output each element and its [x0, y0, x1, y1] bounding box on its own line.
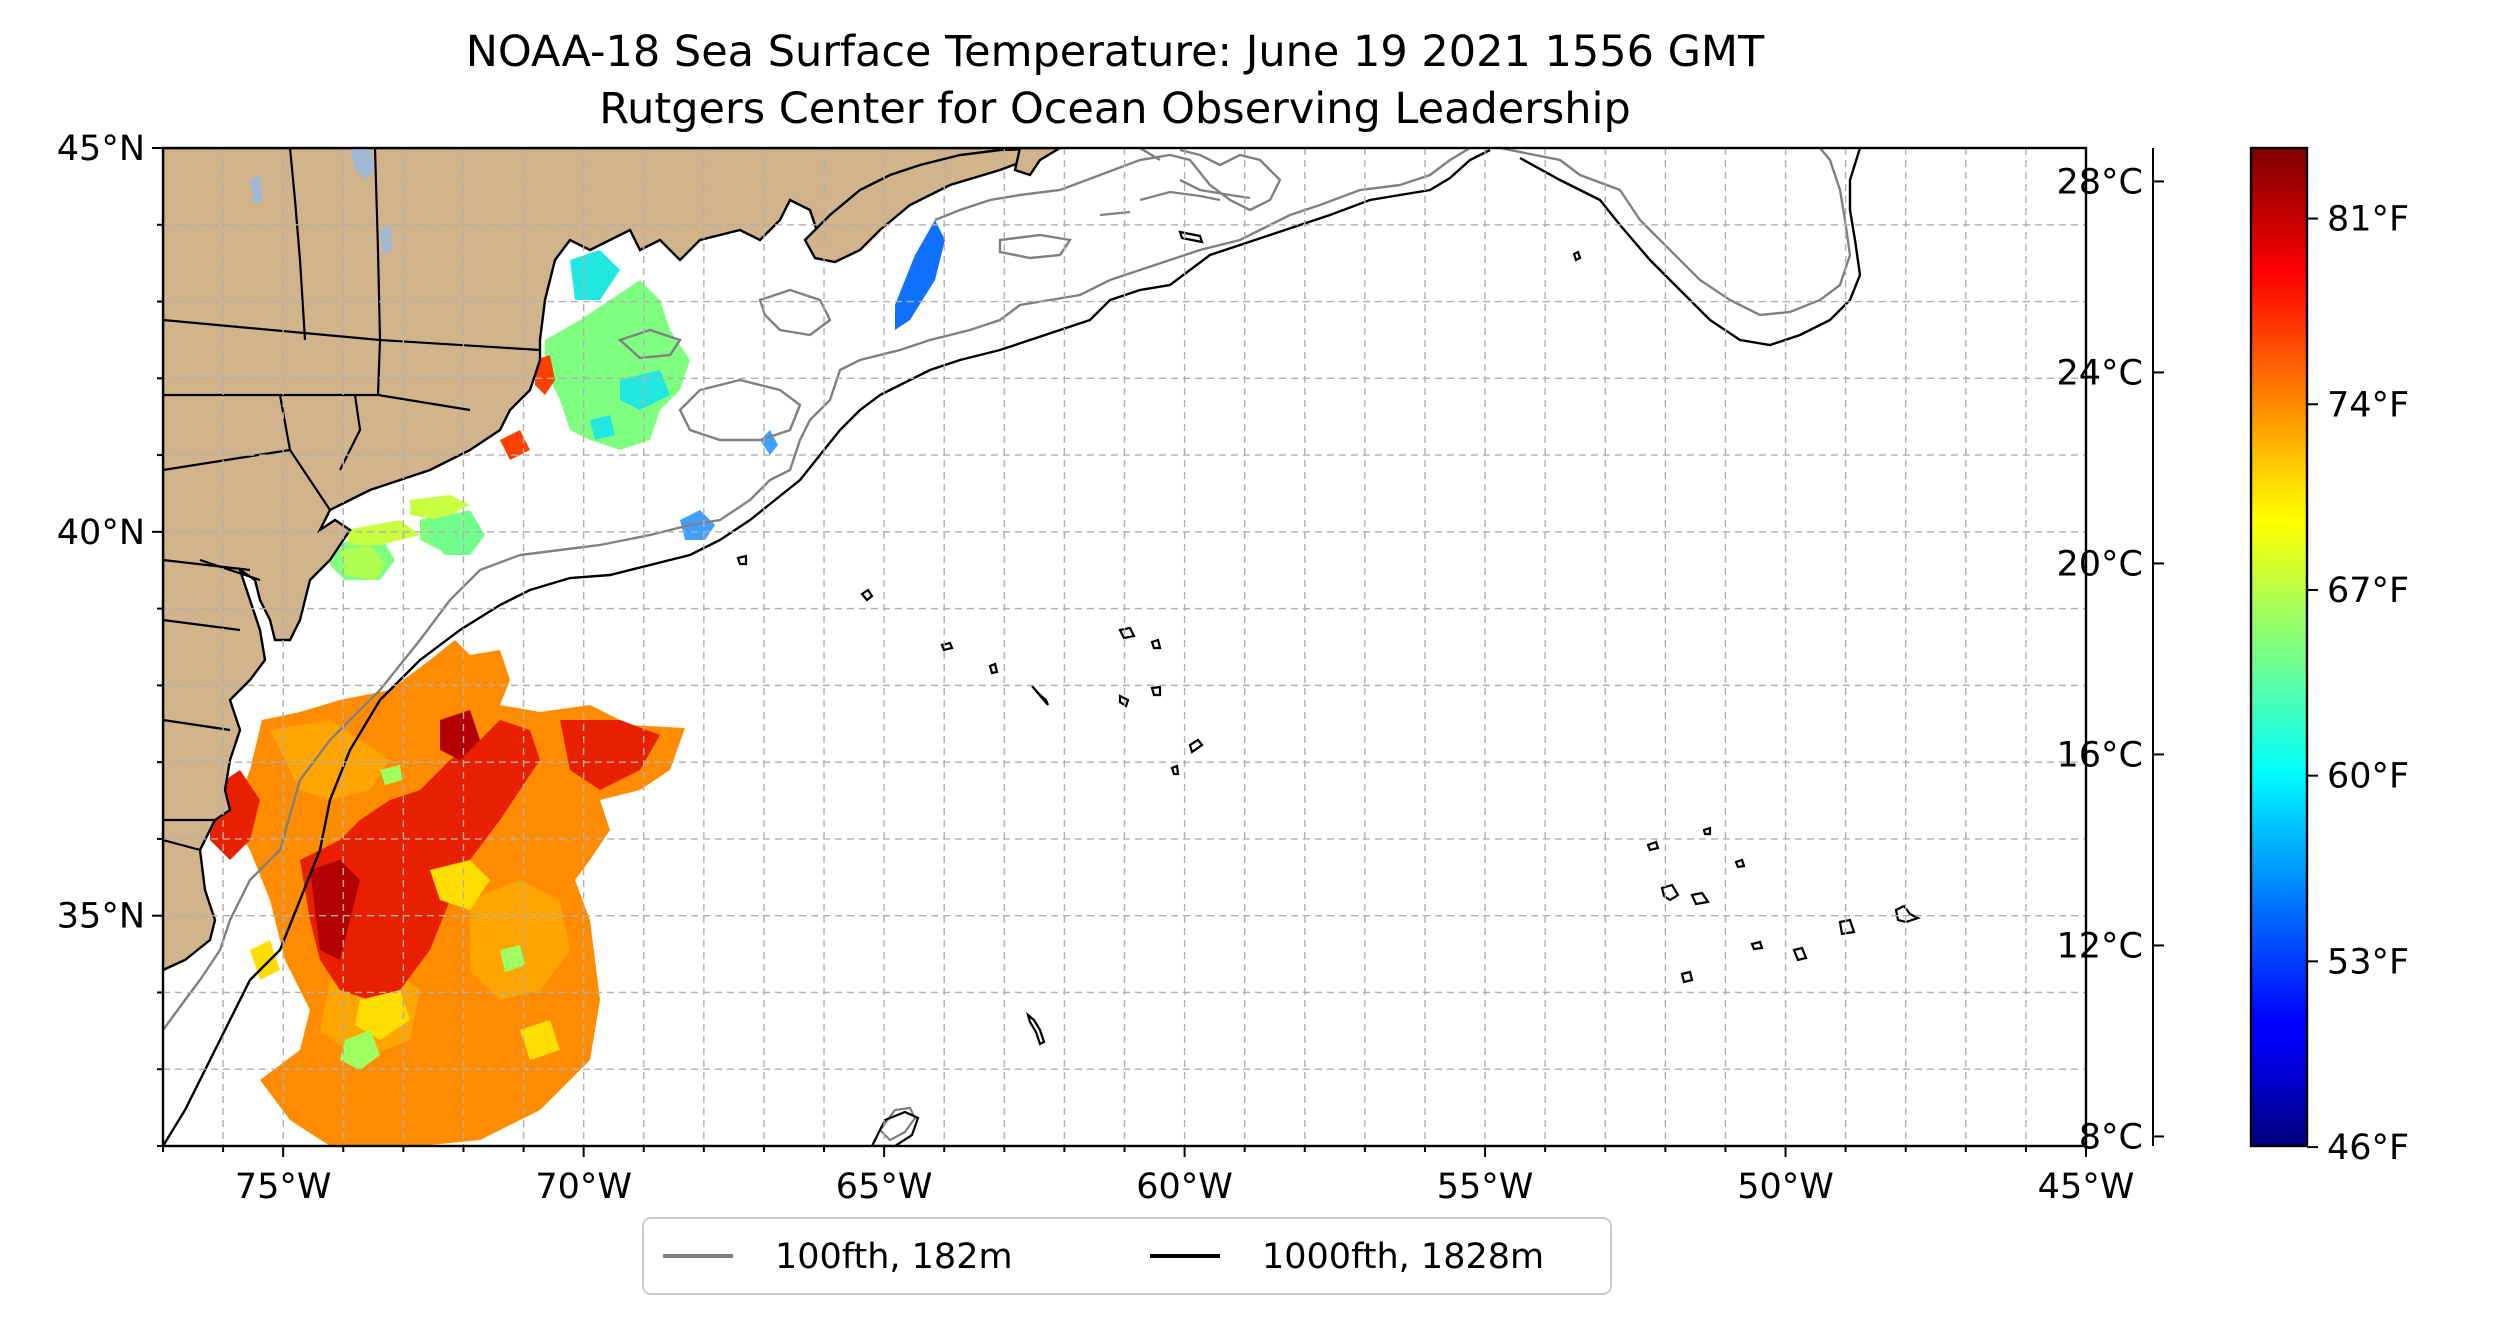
- isobath-100fth: [163, 148, 1852, 1031]
- seamount: [860, 588, 874, 602]
- sst-patch-georges-bank: [680, 430, 778, 540]
- state-borders: [163, 148, 541, 852]
- seamount: [1150, 685, 1162, 697]
- lon-tick-label: 55°W: [1437, 1167, 1534, 1207]
- fahrenheit-tick-label: 81°F: [2327, 200, 2409, 240]
- seamount: [1118, 626, 1136, 640]
- sst-patch-cape-cod: [500, 355, 555, 460]
- seamount: [1025, 1011, 1046, 1046]
- fahrenheit-tick-label: 60°F: [2327, 757, 2409, 797]
- seamount: [940, 641, 954, 652]
- north-america-land: [163, 148, 1051, 972]
- seamount: [1690, 891, 1710, 906]
- seamount: [1150, 638, 1162, 650]
- colorbar-fahrenheit-ticks: 81°F 74°F 67°F 60°F 53°F 46°F: [2307, 200, 2409, 1168]
- lon-tick-label: 45°W: [2038, 1167, 2135, 1207]
- sst-patch-southern-green: [340, 765, 525, 1070]
- fahrenheit-tick-label: 46°F: [2327, 1128, 2409, 1168]
- seamount: [1894, 904, 1921, 924]
- map-title: NOAA-18 Sea Surface Temperature: June 19…: [466, 27, 1765, 77]
- seamount: [870, 1110, 920, 1146]
- celsius-tick-label: 8°C: [2079, 1117, 2143, 1157]
- lat-tick-label: 45°N: [57, 129, 145, 169]
- fahrenheit-tick-label: 67°F: [2327, 571, 2409, 611]
- map-gridlines: [163, 148, 2086, 1146]
- lat-tick-label: 35°N: [57, 897, 145, 937]
- celsius-tick-label: 12°C: [2057, 926, 2143, 966]
- isobath-100fth-scotian: [934, 148, 1282, 260]
- lon-tick-label: 60°W: [1136, 1167, 1233, 1207]
- longitude-axis: 75°W 70°W 65°W 60°W 55°W 50°W 45°W: [162, 1146, 2135, 1207]
- seamount: [1792, 946, 1808, 962]
- legend-label-100fth: 100fth, 182m: [775, 1237, 1013, 1277]
- newfoundland-land: [1013, 148, 1063, 177]
- seamount-shallow: [878, 1106, 917, 1142]
- seamount: [1178, 230, 1204, 244]
- sst-patch-southern-dark: [310, 710, 480, 960]
- celsius-tick-label: 20°C: [2057, 544, 2143, 584]
- seamount: [1734, 858, 1746, 869]
- seamount: [1660, 883, 1680, 902]
- seamount: [988, 662, 999, 675]
- land-layer: [163, 148, 1063, 972]
- seamount: [1702, 826, 1712, 836]
- sst-patch-gulf-of-maine: [545, 280, 690, 450]
- seamount: [1572, 250, 1582, 262]
- seamount: [1170, 764, 1180, 776]
- lon-tick-label: 65°W: [836, 1167, 933, 1207]
- seamounts: [736, 190, 1921, 1146]
- colorbar-frame: [2249, 146, 2309, 1148]
- sst-data-layer: [163, 195, 945, 1146]
- seamount: [1188, 738, 1204, 754]
- sst-patch-southern-yellow: [250, 860, 560, 1060]
- seamount: [1118, 694, 1130, 708]
- seamount: [1750, 940, 1764, 951]
- isobath-1000fth: [163, 148, 1862, 1146]
- lat-tick-label: 40°N: [57, 513, 145, 553]
- colorbar-gradient: [2251, 148, 2307, 1146]
- legend-frame: [642, 1217, 1612, 1295]
- seamount: [1680, 970, 1694, 984]
- sst-patch-gulf-of-maine-cyan: [570, 250, 670, 440]
- colorbar-celsius-ticks: 28°C 24°C 20°C 16°C 12°C 8°C: [2057, 148, 2164, 1157]
- colorbar: 28°C 24°C 20°C 16°C 12°C 8°C 81°F 74°F 67°F 60°F…: [2057, 146, 2409, 1168]
- lon-tick-label: 75°W: [235, 1167, 332, 1207]
- fahrenheit-tick-label: 74°F: [2327, 385, 2409, 425]
- map-panel: [163, 148, 2086, 1146]
- latitude-axis: 45°N 40°N 35°N: [57, 129, 163, 1147]
- sst-patch-long-island: [345, 495, 470, 545]
- sst-patch-new-jersey: [340, 545, 385, 580]
- celsius-tick-label: 24°C: [2057, 353, 2143, 393]
- seamount: [1646, 840, 1660, 852]
- celsius-tick-label: 16°C: [2057, 735, 2143, 775]
- lon-tick-label: 70°W: [535, 1167, 632, 1207]
- sst-patch-nova-scotia-blue: [895, 220, 945, 330]
- lon-tick-label: 50°W: [1737, 1167, 1834, 1207]
- seamount: [1838, 918, 1856, 936]
- map-subtitle: Rutgers Center for Ocean Observing Leade…: [599, 84, 1631, 134]
- fahrenheit-tick-label: 53°F: [2327, 942, 2409, 982]
- legend: 100fth, 182m 1000fth, 1828m: [642, 1217, 1612, 1295]
- isobath-100fth-inner: [617, 288, 832, 442]
- celsius-tick-label: 28°C: [2057, 162, 2143, 202]
- legend-label-1000fth: 1000fth, 1828m: [1262, 1237, 1544, 1277]
- seamount: [736, 554, 748, 566]
- seamount: [1031, 685, 1050, 706]
